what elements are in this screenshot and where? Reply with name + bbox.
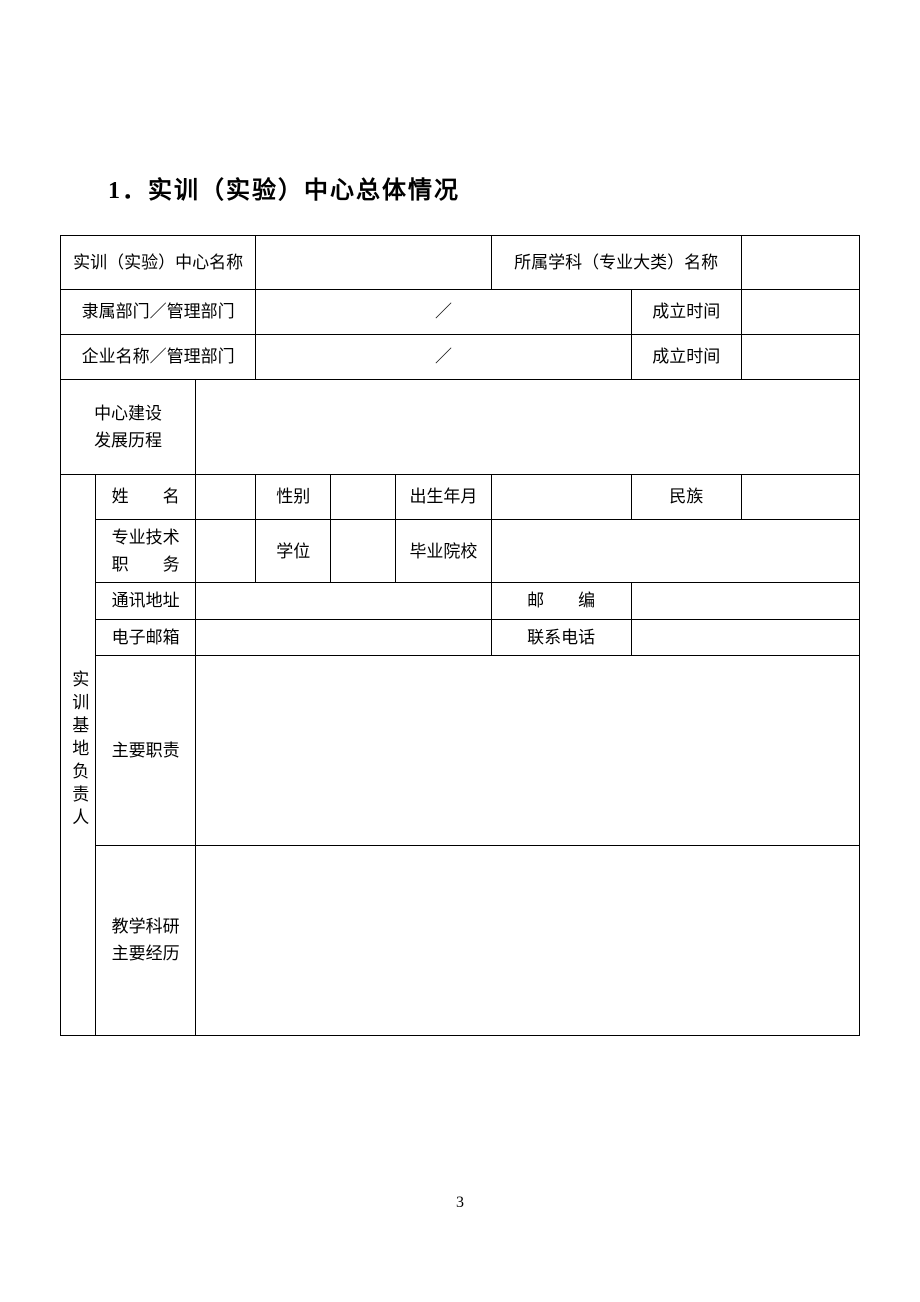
phone-value: [631, 619, 859, 655]
overview-form-table: 实训（实验）中心名称 所属学科（专业大类）名称 隶属部门／管理部门 ／ 成立时间…: [60, 235, 860, 1036]
prof-title-value: [196, 520, 256, 583]
history-value: [196, 380, 860, 475]
section-title: 1．实训（实验）中心总体情况: [108, 170, 860, 205]
phone-label: 联系电话: [491, 619, 631, 655]
responsible-person-label: 实训基地负责人: [61, 475, 96, 1036]
experience-label-line2: 主要经历: [100, 940, 191, 967]
experience-label-line1: 教学科研: [100, 913, 191, 940]
degree-label: 学位: [256, 520, 331, 583]
duties-label: 主要职责: [96, 655, 196, 845]
prof-title-line1: 专业技术: [100, 524, 191, 551]
ethnicity-value: [741, 475, 859, 520]
duties-value: [196, 655, 860, 845]
birth-label: 出生年月: [396, 475, 491, 520]
degree-value: [331, 520, 396, 583]
name-value: [196, 475, 256, 520]
gender-value: [331, 475, 396, 520]
email-label: 电子邮箱: [96, 619, 196, 655]
establish-label-1: 成立时间: [631, 290, 741, 335]
address-label: 通讯地址: [96, 583, 196, 619]
dept-value: ／: [256, 290, 631, 335]
experience-value: [196, 845, 860, 1035]
discipline-label: 所属学科（专业大类）名称: [491, 236, 741, 290]
address-value: [196, 583, 491, 619]
name-label: 姓 名: [96, 475, 196, 520]
center-name-value: [256, 236, 491, 290]
school-label: 毕业院校: [396, 520, 491, 583]
page-number: 3: [456, 1194, 464, 1212]
gender-label: 性别: [256, 475, 331, 520]
dept-label: 隶属部门／管理部门: [61, 290, 256, 335]
email-value: [196, 619, 491, 655]
history-label-line2: 发展历程: [65, 427, 191, 454]
company-label: 企业名称／管理部门: [61, 335, 256, 380]
prof-title-label: 专业技术 职 务: [96, 520, 196, 583]
history-label: 中心建设 发展历程: [61, 380, 196, 475]
establish-value-2: [741, 335, 859, 380]
postcode-value: [631, 583, 859, 619]
school-value: [491, 520, 860, 583]
company-value: ／: [256, 335, 631, 380]
prof-title-line2: 职 务: [100, 551, 191, 578]
establish-label-2: 成立时间: [631, 335, 741, 380]
postcode-label: 邮 编: [491, 583, 631, 619]
birth-value: [491, 475, 631, 520]
center-name-label: 实训（实验）中心名称: [61, 236, 256, 290]
establish-value-1: [741, 290, 859, 335]
experience-label: 教学科研 主要经历: [96, 845, 196, 1035]
discipline-value: [741, 236, 859, 290]
ethnicity-label: 民族: [631, 475, 741, 520]
history-label-line1: 中心建设: [65, 400, 191, 427]
